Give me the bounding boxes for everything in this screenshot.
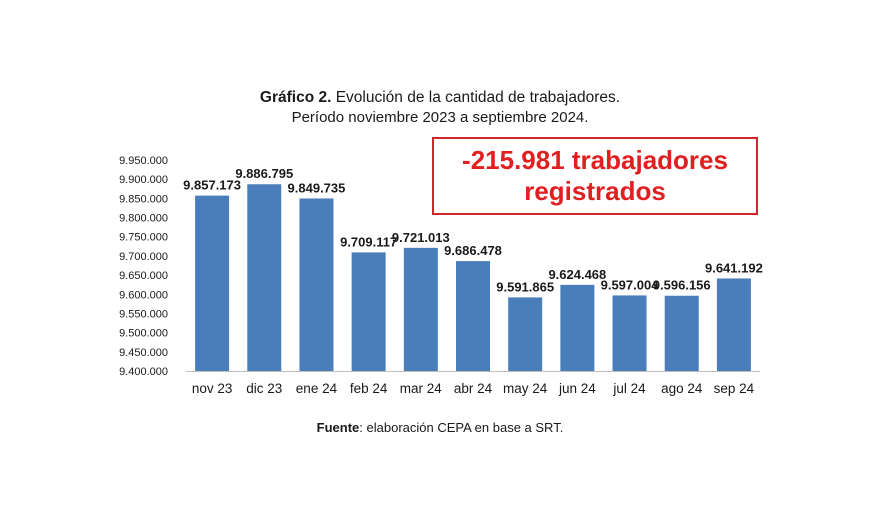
x-tick-label: mar 24 bbox=[400, 381, 443, 396]
bar-ene-24 bbox=[299, 198, 334, 371]
y-tick-label: 9.800.000 bbox=[119, 213, 168, 225]
x-tick-label: nov 23 bbox=[192, 381, 233, 396]
bar-sep-24 bbox=[716, 278, 751, 371]
y-tick-label: 9.600.000 bbox=[119, 289, 168, 301]
total-change-callout: -215.981 trabajadores registrados bbox=[432, 137, 758, 215]
y-tick-label: 9.500.000 bbox=[119, 328, 168, 340]
data-label: 9.597.004 bbox=[601, 277, 660, 292]
chart-title-block: Gráfico 2. Evolución de la cantidad de t… bbox=[0, 88, 880, 128]
x-tick-label: sep 24 bbox=[714, 381, 755, 396]
data-label: 9.624.468 bbox=[548, 267, 606, 282]
data-label: 9.591.865 bbox=[496, 279, 554, 294]
x-tick-label: abr 24 bbox=[454, 381, 493, 396]
y-tick-label: 9.550.000 bbox=[119, 308, 168, 320]
callout-line-1: -215.981 trabajadores bbox=[462, 145, 728, 175]
x-tick-label: feb 24 bbox=[350, 381, 388, 396]
data-label: 9.596.156 bbox=[653, 278, 711, 293]
chart-title: Gráfico 2. Evolución de la cantidad de t… bbox=[0, 88, 880, 108]
y-tick-label: 9.650.000 bbox=[119, 270, 168, 282]
bar-ago-24 bbox=[664, 295, 699, 371]
data-label: 9.686.478 bbox=[444, 243, 502, 258]
y-tick-label: 9.850.000 bbox=[119, 193, 168, 205]
y-tick-label: 9.950.000 bbox=[119, 155, 168, 167]
data-label: 9.849.735 bbox=[288, 180, 346, 195]
callout-line-2: registrados bbox=[524, 176, 666, 206]
bar-mar-24 bbox=[403, 247, 438, 371]
data-label: 9.641.192 bbox=[705, 260, 763, 275]
bar-dic-23 bbox=[247, 184, 282, 371]
bar-abr-24 bbox=[456, 261, 490, 371]
x-tick-label: ene 24 bbox=[296, 381, 338, 396]
bar-nov-23 bbox=[195, 195, 230, 371]
source-text: : elaboración CEPA en base a SRT. bbox=[359, 420, 564, 435]
x-tick-label: jul 24 bbox=[612, 381, 646, 396]
bar-jul-24 bbox=[612, 295, 647, 371]
chart-title-prefix: Gráfico 2. bbox=[259, 89, 332, 106]
y-tick-label: 9.750.000 bbox=[119, 232, 168, 244]
data-label: 9.709.117 bbox=[340, 234, 397, 249]
bar-jun-24 bbox=[560, 284, 595, 371]
chart-title-text: Evolución de la cantidad de trabajadores… bbox=[331, 89, 621, 106]
source-note: Fuente: elaboración CEPA en base a SRT. bbox=[0, 420, 880, 435]
source-label: Fuente bbox=[316, 420, 360, 435]
bar-feb-24 bbox=[351, 252, 386, 371]
y-tick-label: 9.400.000 bbox=[119, 366, 168, 378]
y-tick-label: 9.450.000 bbox=[119, 347, 168, 359]
x-tick-label: dic 23 bbox=[246, 381, 282, 396]
y-tick-label: 9.700.000 bbox=[119, 251, 168, 263]
chart-subtitle: Período noviembre 2023 a septiembre 2024… bbox=[291, 109, 589, 126]
bar-may-24 bbox=[508, 297, 543, 371]
x-tick-label: ago 24 bbox=[661, 381, 703, 396]
data-label: 9.721.013 bbox=[392, 230, 450, 245]
y-tick-label: 9.900.000 bbox=[119, 174, 168, 186]
x-tick-label: jun 24 bbox=[558, 381, 596, 396]
data-label: 9.857.173 bbox=[183, 178, 241, 193]
x-tick-label: may 24 bbox=[503, 381, 548, 396]
data-label: 9.886.795 bbox=[235, 166, 293, 181]
